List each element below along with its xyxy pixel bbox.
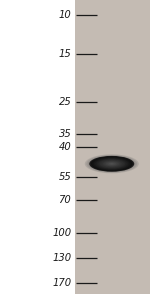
Ellipse shape [101, 160, 122, 168]
Text: 130: 130 [52, 253, 71, 263]
Ellipse shape [86, 155, 137, 173]
Ellipse shape [107, 162, 116, 166]
Ellipse shape [103, 161, 121, 167]
Text: 10: 10 [58, 10, 71, 20]
Ellipse shape [85, 154, 139, 173]
Ellipse shape [89, 156, 134, 172]
Ellipse shape [104, 161, 119, 166]
Ellipse shape [96, 158, 128, 169]
Ellipse shape [91, 156, 132, 171]
Ellipse shape [91, 156, 133, 171]
Ellipse shape [110, 163, 113, 164]
Ellipse shape [94, 158, 130, 170]
Text: 15: 15 [58, 49, 71, 59]
Ellipse shape [100, 160, 124, 168]
Ellipse shape [95, 158, 128, 170]
Text: 100: 100 [52, 228, 71, 238]
Text: 25: 25 [58, 97, 71, 107]
Ellipse shape [109, 163, 115, 165]
Text: 40: 40 [58, 141, 71, 152]
Ellipse shape [92, 157, 131, 171]
Bar [75, 0, 150, 294]
Text: 70: 70 [58, 195, 71, 205]
Ellipse shape [97, 158, 127, 169]
Ellipse shape [106, 162, 118, 166]
Ellipse shape [89, 156, 134, 172]
Text: 35: 35 [58, 129, 71, 139]
Text: 55: 55 [58, 172, 71, 182]
Ellipse shape [93, 157, 131, 171]
Ellipse shape [98, 159, 125, 168]
Ellipse shape [88, 156, 136, 172]
Ellipse shape [94, 158, 129, 170]
Text: 170: 170 [52, 278, 71, 288]
